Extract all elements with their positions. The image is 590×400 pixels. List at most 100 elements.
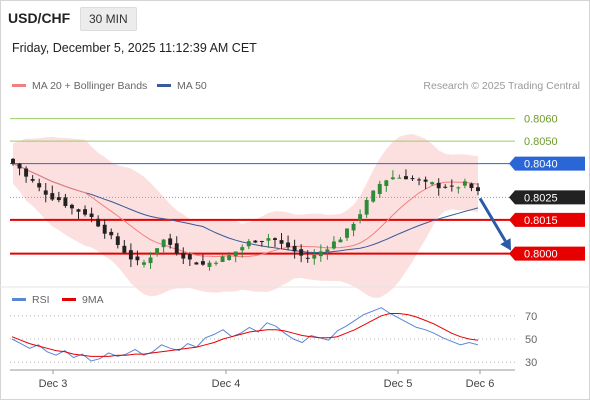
candle-body — [390, 177, 395, 180]
rsi-tick-label-0: 70 — [525, 311, 537, 323]
level-tag-4 — [515, 212, 585, 227]
legend-ma9-label: 9MA — [82, 294, 104, 306]
ma50-line — [12, 163, 479, 253]
candle-body — [17, 163, 22, 169]
legend-rsi: RSI — [12, 294, 50, 306]
symbol-title: USD/CHF — [8, 10, 71, 26]
candle-body — [345, 228, 349, 238]
candle-body — [462, 181, 467, 186]
candle-body — [142, 262, 146, 265]
x-tick-label-3: Dec 6 — [466, 378, 495, 390]
candle-body — [286, 242, 291, 248]
candle-body — [233, 251, 238, 257]
candle-body — [358, 214, 363, 221]
candle-body — [331, 241, 336, 249]
candle-body — [299, 249, 304, 256]
rsi-line — [11, 307, 479, 362]
candle-body — [449, 185, 454, 187]
level-tag-pointer-4 — [509, 212, 515, 227]
candle-body — [456, 187, 461, 189]
candle-body — [128, 250, 133, 260]
candle-body — [469, 183, 474, 189]
candle-body — [56, 197, 61, 201]
x-tick-label-0: Dec 3 — [39, 378, 68, 390]
candle-body — [403, 176, 408, 180]
legend-ma9: 9MA — [62, 294, 104, 306]
candle-body — [122, 245, 127, 253]
candle-body — [253, 240, 258, 243]
candle-body — [410, 178, 415, 180]
candle-body — [273, 238, 277, 240]
candle-body — [318, 251, 323, 257]
candle-body — [89, 213, 94, 218]
candle-body — [371, 190, 376, 202]
candle-body — [417, 179, 422, 181]
candle-body — [200, 261, 205, 265]
level-tag-5 — [515, 246, 585, 261]
level-tag-pointer-3 — [509, 190, 515, 205]
rsi-tick-label-1: 50 — [525, 334, 537, 346]
x-tick-label-1: Dec 4 — [212, 378, 241, 390]
research-credit: Research © 2025 Trading Central — [423, 80, 580, 92]
candle-body — [96, 218, 101, 227]
candle-body — [305, 257, 310, 259]
candle-body — [338, 239, 343, 243]
candle-body — [214, 262, 218, 264]
level-label-1: 0.8050 — [524, 136, 558, 148]
legend-ma20: MA 20 + Bollinger Bands — [12, 80, 147, 92]
candle-body — [168, 238, 173, 245]
forecast-arrow-shaft — [478, 197, 507, 242]
candle-body — [364, 200, 369, 215]
level-label-5: 0.8000 — [524, 249, 558, 261]
bollinger-band — [13, 134, 478, 298]
candle-body — [148, 257, 153, 264]
candle-body — [161, 239, 166, 248]
candle-body — [30, 179, 35, 181]
candle-body — [50, 193, 55, 200]
candle-body — [102, 224, 107, 234]
candle-body — [227, 255, 232, 260]
candle-body — [246, 241, 251, 247]
candle-body — [37, 183, 42, 188]
candle-body — [220, 256, 225, 263]
legend-ma50: MA 50 — [157, 80, 207, 92]
level-tag-pointer-5 — [509, 246, 515, 261]
ma9-line — [11, 313, 479, 357]
level-label-4: 0.8015 — [524, 215, 558, 227]
ma20-line — [12, 163, 479, 258]
candle-body — [423, 179, 428, 182]
candle-body — [436, 182, 441, 189]
candle-body — [397, 177, 402, 179]
timestamp: Friday, December 5, 2025 11:12:39 AM CET — [12, 41, 257, 55]
candle-body — [430, 182, 435, 185]
legend-rsi-label: RSI — [32, 294, 50, 306]
candle-body — [443, 186, 448, 188]
legend-ma50-label: MA 50 — [177, 80, 207, 92]
candle-body — [194, 262, 199, 265]
candle-body — [135, 256, 140, 261]
candle-body — [325, 249, 330, 252]
candle-body — [292, 245, 297, 252]
ma50-swatch — [157, 83, 171, 87]
candle-body — [63, 197, 68, 206]
candle-body — [312, 255, 317, 259]
forecast-arrow-head — [500, 238, 511, 251]
level-label-3: 0.8025 — [524, 192, 558, 204]
candle-body — [384, 180, 389, 187]
candle-body — [24, 168, 29, 177]
candle-body — [69, 204, 74, 209]
candle-body — [259, 241, 264, 243]
candle-body — [181, 252, 186, 259]
candle-body — [351, 223, 356, 231]
candle-body — [377, 183, 382, 194]
candle-body — [240, 247, 245, 251]
rsi-swatch — [12, 297, 26, 301]
candle-body — [266, 238, 271, 241]
level-tag-2 — [515, 156, 585, 171]
timeframe-button[interactable]: 30 MIN — [80, 7, 137, 31]
candle-body — [279, 240, 284, 244]
level-tag-pointer-2 — [509, 156, 515, 171]
rsi-tick-label-2: 30 — [525, 357, 537, 369]
level-label-0: 0.8060 — [524, 114, 558, 126]
